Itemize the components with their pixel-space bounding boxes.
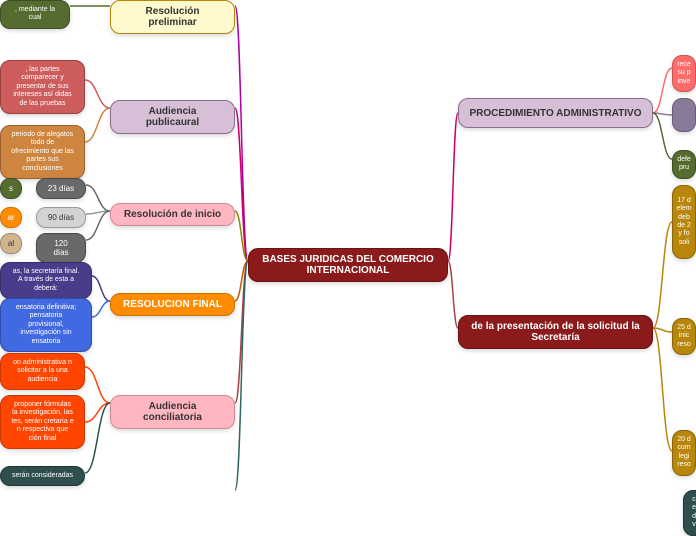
node-pill-orange[interactable]: ar — [0, 207, 22, 228]
node-proc-sub2[interactable] — [672, 98, 696, 132]
node-pill-tan[interactable]: al — [0, 233, 22, 254]
node-res-final[interactable]: RESOLUCION FINAL — [110, 293, 235, 316]
node-aud-conc-sub3[interactable]: serán consideradas — [0, 466, 85, 486]
node-res-prelim[interactable]: Resolución preliminar — [110, 0, 235, 34]
node-res-final-sub2[interactable]: ensatoria definitiva; pensatoria provisi… — [0, 298, 92, 352]
node-res-prelim-sub[interactable]: , mediante la cual — [0, 0, 70, 29]
node-proc-sub3[interactable]: defe pru — [672, 150, 696, 179]
node-present-sub4[interactable]: c e d v — [683, 490, 696, 536]
node-proc-sub1[interactable]: rece su p inve — [672, 55, 696, 92]
node-res-final-sub1[interactable]: as, la secretaría final. A través de est… — [0, 262, 92, 299]
node-dias-23[interactable]: 23 días — [36, 178, 86, 199]
node-aud-pub-sub1[interactable]: , las partes comparecer y presentar de s… — [0, 60, 85, 114]
node-center[interactable]: BASES JURIDICAS DEL COMERCIO INTERNACION… — [248, 248, 448, 282]
node-present-sub3[interactable]: 20 d cum legi reso — [672, 430, 696, 476]
node-present[interactable]: de la presentación de la solicitud la Se… — [458, 315, 653, 349]
mindmap-canvas: BASES JURIDICAS DEL COMERCIO INTERNACION… — [0, 0, 696, 520]
node-present-sub2[interactable]: 25 d inic reso — [672, 318, 696, 355]
node-dias-90[interactable]: 90 días — [36, 207, 86, 228]
node-aud-pub-sub2[interactable]: periodo de alegatos todo de ofrecimiento… — [0, 125, 85, 179]
node-aud-conc[interactable]: Audiencia conciliatoria — [110, 395, 235, 429]
node-aud-conc-sub1[interactable]: on administrativa n solicitar a la una a… — [0, 353, 85, 390]
node-aud-pub[interactable]: Audiencia publicaural — [110, 100, 235, 134]
node-pill-green[interactable]: s — [0, 178, 22, 199]
node-proc-admin[interactable]: PROCEDIMIENTO ADMINISTRATIVO — [458, 98, 653, 128]
node-present-sub1[interactable]: 17 d elem deb de 2 y fo soli — [672, 185, 696, 259]
node-dias-120[interactable]: 120 días — [36, 233, 86, 263]
node-aud-conc-sub2[interactable]: proponer fórmulas la investigación, las … — [0, 395, 85, 449]
node-res-inicio[interactable]: Resolución de inicio — [110, 203, 235, 226]
